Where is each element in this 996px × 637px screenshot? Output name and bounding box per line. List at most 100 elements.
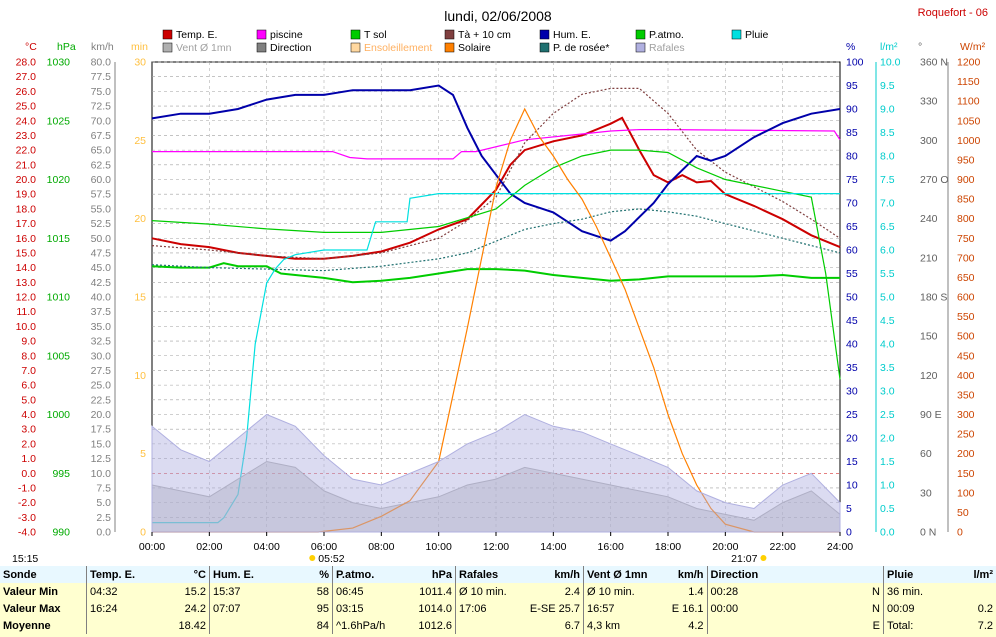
cell: 4.2	[688, 619, 704, 632]
tick-label-wind: 22.5	[91, 394, 112, 406]
tick-label-rain: 7.0	[880, 198, 895, 210]
start-time-label: 15:15	[12, 553, 38, 565]
tick-label-wind: 10.0	[91, 468, 112, 480]
legend-label: Rafales	[649, 42, 685, 54]
x-tick-label: 04:00	[254, 541, 280, 553]
cell: Ø 10 min.	[582, 583, 651, 600]
tick-label-rain: 0.0	[880, 527, 895, 539]
tick-label-wind: 55.0	[91, 203, 112, 215]
tick-label-humidity: 15	[846, 456, 858, 468]
tick-label-pressure: 1010	[47, 292, 71, 304]
cell: E-SE 25.7	[529, 602, 580, 615]
hdr-patmo-unit: hPa	[399, 566, 456, 583]
tick-label-humidity: 5	[846, 503, 852, 515]
x-tick-label: 12:00	[483, 541, 509, 553]
tick-label-temp: 16.0	[16, 233, 37, 245]
cell: 6.7	[564, 619, 580, 632]
legend-label: Temp. E.	[176, 29, 217, 41]
sunrise-label: 05:52	[318, 553, 344, 565]
tick-label-humidity: 65	[846, 221, 858, 233]
tick-label-wind: 20.0	[91, 409, 112, 421]
tick-label-solar: 950	[957, 154, 975, 166]
summary-header-row: Sonde Temp. E. °C Hum. E. % P.atmo. hPa …	[0, 566, 996, 583]
tick-label-direction: 300	[920, 135, 938, 147]
time-markers: 15:15 05:52 21:07	[12, 553, 767, 565]
series-rafales	[151, 413, 841, 533]
tick-label-rain: 6.5	[880, 221, 895, 233]
tick-label-direction: 360 N	[920, 57, 948, 69]
hdr-rafales-unit: km/h	[517, 566, 584, 583]
tick-label-humidity: 85	[846, 127, 858, 139]
cell: 58	[316, 585, 329, 598]
tick-label-wind: 37.5	[91, 306, 112, 318]
sunrise-icon	[309, 555, 316, 561]
tick-label-temp: 5.0	[21, 394, 36, 406]
legend-swatch	[256, 29, 267, 40]
cell	[455, 617, 517, 634]
axis-unit-dir: °	[918, 41, 922, 53]
legend-swatch	[256, 42, 267, 53]
tick-label-temp: 25.0	[16, 101, 37, 113]
x-tick-label: 02:00	[196, 541, 222, 553]
tick-label-humidity: 45	[846, 315, 858, 327]
tick-label-temp: 24.0	[16, 115, 37, 127]
tick-label-rain: 1.0	[880, 480, 895, 492]
cell: 84	[316, 619, 329, 632]
tick-label-pressure: 995	[52, 468, 70, 480]
tick-label-wind: 67.5	[91, 130, 112, 142]
cell: N	[872, 602, 880, 615]
legend-label: Direction	[270, 42, 312, 54]
tick-label-wind: 7.5	[96, 482, 111, 494]
legend-swatch	[539, 29, 550, 40]
tick-label-temp: 28.0	[16, 57, 37, 69]
legend-label: T sol	[364, 29, 387, 41]
tick-label-wind: 80.0	[91, 57, 112, 69]
tick-label-wind: 2.5	[96, 512, 111, 524]
row-label: Valeur Min	[3, 585, 59, 598]
tick-label-minutes: 15	[134, 292, 146, 304]
x-tick-label: 08:00	[368, 541, 394, 553]
tick-label-wind: 17.5	[91, 424, 112, 436]
legend-swatch	[731, 29, 742, 40]
x-tick-label: 06:00	[311, 541, 337, 553]
tick-label-minutes: 20	[134, 213, 146, 225]
tick-label-solar: 650	[957, 272, 975, 284]
tick-label-solar: 850	[957, 194, 975, 206]
hdr-rafales: Rafales	[455, 566, 517, 583]
tick-label-wind: 0.0	[96, 527, 111, 539]
x-tick-label: 00:00	[139, 541, 165, 553]
tick-label-solar: 350	[957, 389, 975, 401]
cell: 15:37	[209, 583, 276, 600]
sunset-label: 21:07	[731, 553, 757, 565]
series-pluie	[152, 193, 840, 524]
tick-label-direction: 90 E	[920, 409, 942, 421]
tick-label-pressure: 1020	[47, 174, 71, 186]
tick-label-humidity: 80	[846, 151, 858, 163]
tick-label-wind: 70.0	[91, 115, 112, 127]
tick-label-rain: 4.5	[880, 315, 895, 327]
cell: E 16.1	[671, 602, 704, 615]
tick-label-solar: 600	[957, 292, 975, 304]
series-p-atmo-	[151, 149, 841, 380]
tick-label-pressure: 1015	[47, 233, 71, 245]
hdr-patmo: P.atmo.	[332, 566, 399, 583]
tick-label-solar: 0	[957, 527, 963, 539]
x-tick-label: 16:00	[598, 541, 624, 553]
tick-label-minutes: 0	[140, 527, 146, 539]
tick-label-solar: 900	[957, 174, 975, 186]
cell: 7.2	[977, 619, 993, 632]
chart-title: lundi, 02/06/2008	[444, 8, 552, 24]
cell: Total:	[883, 617, 950, 634]
tick-label-direction: 60	[920, 448, 932, 460]
series-vent-1mn	[151, 460, 841, 533]
cell: 06:45	[332, 583, 399, 600]
cell: 4,3 km	[582, 617, 651, 634]
axis-units: °C hPa km/h min% l/m² ° W/m²	[25, 41, 986, 53]
tick-label-humidity: 40	[846, 339, 858, 351]
tick-label-solar: 150	[957, 468, 975, 480]
cell: 1.4	[688, 585, 704, 598]
cell: 15.2	[184, 585, 206, 598]
tick-label-temp: 1.0	[21, 453, 36, 465]
tick-label-solar: 100	[957, 487, 975, 499]
cell: 1014.0	[418, 602, 452, 615]
